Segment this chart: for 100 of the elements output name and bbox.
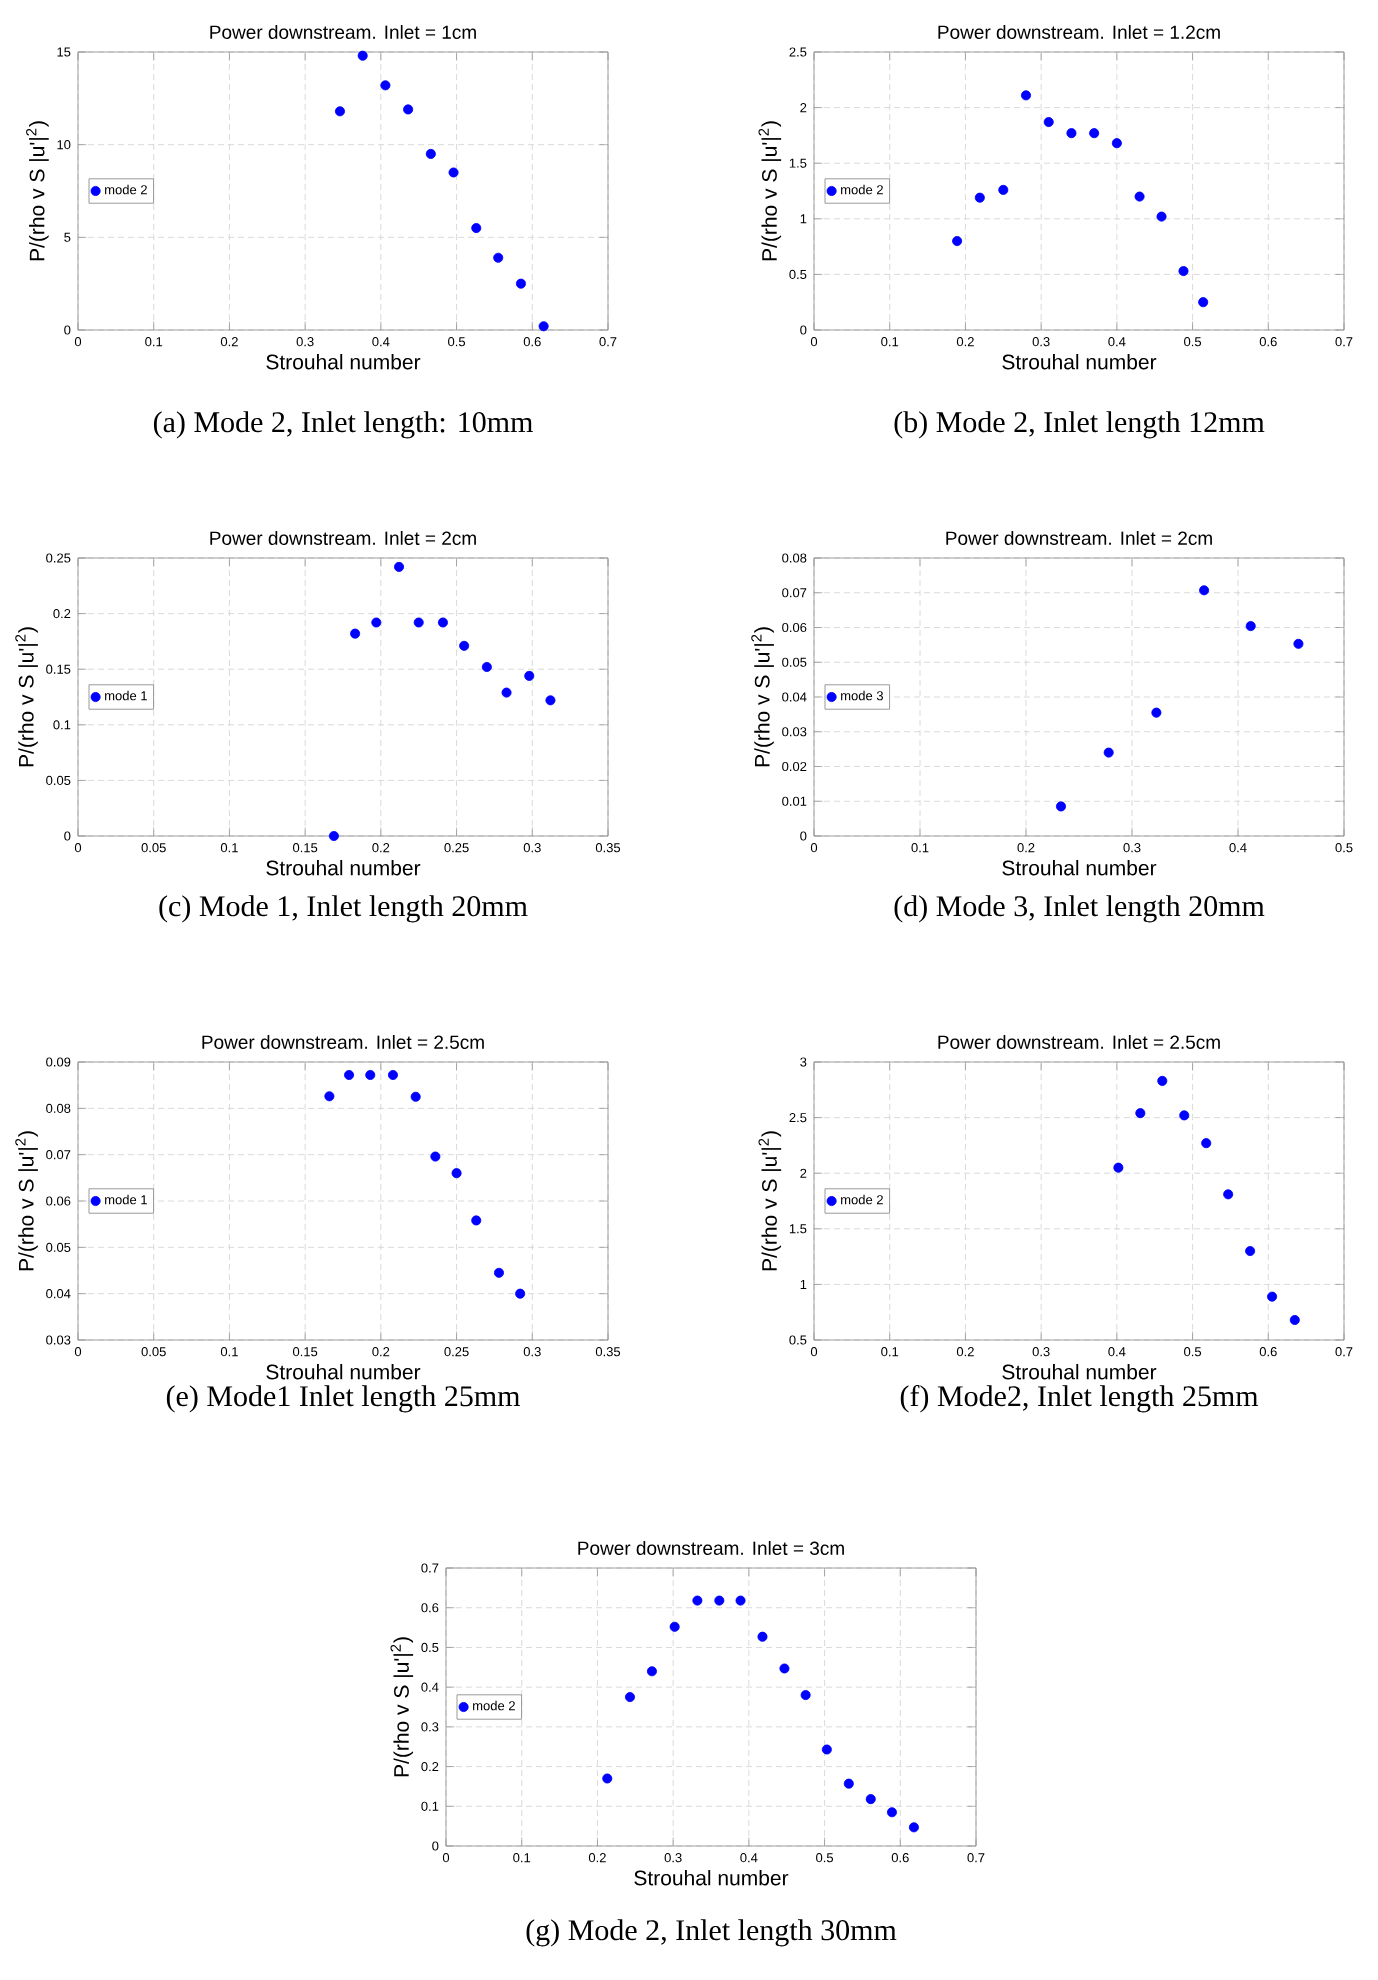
point — [886, 1807, 897, 1818]
point — [459, 640, 470, 651]
point — [821, 1744, 832, 1755]
point — [974, 192, 985, 203]
point — [1135, 1108, 1146, 1119]
point — [380, 80, 391, 91]
y-axis-title: P/(rho v S |u'|$^{2}$) — [15, 1131, 38, 1271]
y-axis-title: P/(rho v S |u'|$^{2}$) — [758, 121, 782, 261]
point — [425, 148, 436, 159]
point — [394, 561, 405, 572]
x-axis-title: Strouhal number — [266, 354, 421, 370]
point — [448, 167, 459, 178]
point — [1113, 1162, 1124, 1173]
point — [324, 1091, 335, 1102]
point — [1157, 1075, 1168, 1086]
point — [328, 831, 339, 842]
point — [365, 1069, 376, 1080]
point — [501, 687, 512, 698]
text: (b) Mode 2, Inlet length 12mm — [894, 411, 1265, 439]
point — [714, 1595, 725, 1606]
point — [471, 1215, 482, 1226]
point — [410, 1091, 421, 1102]
point — [1245, 1246, 1256, 1257]
point — [515, 278, 526, 289]
x-axis-title: Strouhal number — [1002, 1364, 1157, 1380]
point — [952, 236, 963, 247]
point — [545, 695, 556, 706]
point — [1198, 297, 1209, 308]
x-axis-title: Strouhal number — [634, 1870, 789, 1886]
point — [1178, 266, 1189, 277]
point — [669, 1621, 680, 1632]
point — [757, 1631, 768, 1642]
chart-title: Power downstream. Inlet = 1cm — [210, 24, 476, 39]
point — [387, 1069, 398, 1080]
chart-title: Power downstream. Inlet = 3cm — [578, 1540, 844, 1555]
point — [735, 1595, 746, 1606]
point — [437, 617, 448, 628]
point — [357, 50, 368, 61]
chart-title: Power downstream. Inlet = 2cm — [210, 530, 476, 545]
point — [538, 321, 549, 332]
point — [908, 1822, 919, 1833]
point — [692, 1595, 703, 1606]
point — [451, 1168, 462, 1179]
point — [1043, 117, 1054, 128]
x-axis-title: Strouhal number — [1002, 859, 1157, 876]
point — [998, 184, 1009, 195]
point — [334, 106, 345, 117]
point — [1066, 128, 1077, 139]
chart-title: Power downstream. Inlet = 2.5cm — [938, 1034, 1220, 1049]
point — [515, 1288, 526, 1299]
point — [843, 1778, 854, 1789]
text: (f) Mode2, Inlet length 25mm — [900, 1384, 1259, 1413]
x-axis-title: Strouhal number — [1002, 354, 1157, 370]
text: (d) Mode 3, Inlet length 20mm — [894, 895, 1265, 923]
point — [471, 223, 482, 234]
point — [403, 104, 414, 115]
point — [646, 1666, 657, 1677]
point — [1267, 1291, 1278, 1302]
chart-title: Power downstream. Inlet = 1.2cm — [938, 24, 1220, 39]
point — [1089, 128, 1100, 139]
point — [430, 1151, 441, 1162]
point — [1156, 211, 1167, 222]
text: (a) Mode 2, Inlet length: 10mm — [153, 411, 533, 439]
point — [1021, 90, 1031, 101]
point — [602, 1773, 613, 1784]
point — [1199, 585, 1210, 596]
point — [1245, 621, 1256, 632]
x-axis-title: Strouhal number — [266, 1364, 421, 1380]
point — [493, 1267, 504, 1278]
point — [1134, 191, 1145, 202]
point — [865, 1794, 876, 1805]
text: (e) Mode1 Inlet length 25mm — [166, 1385, 521, 1413]
point — [1179, 1110, 1190, 1121]
point — [1201, 1138, 1212, 1149]
y-axis-title: P/(rho v S |u'|$^{2}$) — [751, 627, 774, 767]
point — [1223, 1189, 1234, 1200]
point — [800, 1690, 811, 1701]
point — [779, 1663, 790, 1674]
text: (g) Mode 2, Inlet length 30mm — [526, 1919, 897, 1947]
point — [481, 661, 492, 672]
y-axis-title: P/(rho v S |u'|$^{2}$) — [758, 1131, 782, 1271]
chart-title: Power downstream. Inlet = 2.5cm — [202, 1034, 484, 1049]
point — [1151, 707, 1162, 718]
point — [524, 670, 535, 681]
x-axis-title: Strouhal number — [266, 860, 421, 876]
point — [344, 1069, 355, 1080]
point — [350, 628, 361, 639]
point — [1103, 747, 1114, 758]
y-axis-title: P/(rho v S |u'|$^{2}$) — [26, 121, 49, 261]
y-axis-title: P/(rho v S |u'|$^{2}$) — [15, 627, 38, 767]
point — [1293, 638, 1304, 649]
text: (c) Mode 1, Inlet length 20mm — [159, 895, 528, 923]
point — [413, 617, 424, 628]
chart-title: Power downstream. Inlet = 2cm — [946, 530, 1212, 545]
point — [1289, 1315, 1300, 1325]
point — [371, 617, 382, 628]
point — [1055, 801, 1066, 812]
point — [624, 1692, 635, 1703]
point — [1111, 138, 1122, 149]
y-axis-title: P/(rho v S |u'|$^{2}$) — [390, 1637, 414, 1777]
